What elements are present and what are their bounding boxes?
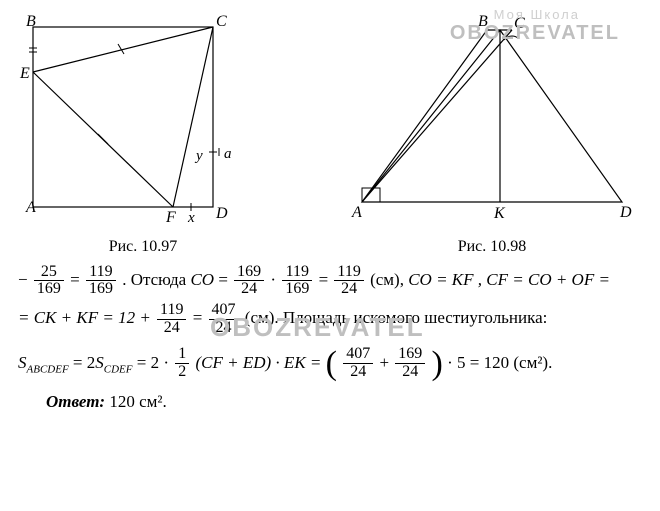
fig2-caption: Рис. 10.98 — [342, 236, 642, 258]
l2a: = CK + KF = 12 + — [18, 308, 155, 327]
answer-value: 120 см². — [109, 392, 166, 411]
text-line-2: = CK + KF = 12 + 11924 = 40724 (см). Пло… — [18, 302, 642, 337]
CO: CO — [190, 270, 214, 289]
fig2-svg: A B C D K — [342, 12, 642, 227]
frac-119-169: 119169 — [86, 264, 116, 299]
svg-text:B: B — [26, 13, 36, 30]
fig1-caption: Рис. 10.97 — [18, 236, 268, 258]
svg-text:F: F — [165, 209, 176, 226]
S2: S — [95, 353, 104, 372]
eq3: = — [193, 308, 207, 327]
unit: (см), — [370, 270, 408, 289]
text-line-3: SABCDEF = 2SCDEF = 2 · 12 (CF + ED) · EK… — [18, 341, 642, 387]
S1: S — [18, 353, 27, 372]
eq4: = 2 — [73, 353, 95, 372]
l3g: · 5 = 120 (см²). — [447, 353, 552, 372]
frac-half: 12 — [175, 346, 189, 381]
answer-line: Ответ: 120 см². — [46, 391, 642, 414]
fig1-svg: A B C D E F x y a — [18, 12, 268, 227]
svg-text:x: x — [187, 210, 195, 226]
svg-text:y: y — [194, 148, 203, 164]
rel: CO = KF , CF = CO + OF = — [408, 270, 610, 289]
l3d: = 2 · — [137, 353, 174, 372]
lparen: ( — [326, 345, 337, 382]
svg-text:C: C — [514, 15, 525, 32]
frac-169-24b: 16924 — [395, 346, 425, 381]
sub1: ABCDEF — [27, 363, 69, 375]
rparen: ) — [432, 345, 443, 382]
minus: − — [18, 270, 28, 289]
frac-119-24: 11924 — [334, 264, 363, 299]
eq2: = — [319, 270, 333, 289]
svg-text:K: K — [493, 205, 506, 222]
sub2: CDEF — [104, 363, 133, 375]
frac-25-169: 25169 — [34, 264, 64, 299]
figure-2: A B C D K Рис. 10.98 — [342, 12, 642, 258]
dot: · — [270, 270, 280, 289]
svg-text:B: B — [478, 13, 488, 30]
frac-119-169b: 119169 — [282, 264, 312, 299]
plus: + — [379, 353, 393, 372]
svg-text:D: D — [619, 204, 632, 221]
svg-text:a: a — [224, 146, 232, 162]
svg-text:A: A — [351, 204, 362, 221]
svg-text:D: D — [215, 205, 228, 222]
svg-text:C: C — [216, 13, 227, 30]
l3e: (CF + ED) · EK = — [196, 353, 326, 372]
frac-169-24: 16924 — [234, 264, 264, 299]
text-line-1: − 25169 = 119169 . Отсюда CO = 16924 · 1… — [18, 264, 642, 299]
figures-row: A B C D E F x y a Рис. 10.97 A B C D K Р… — [18, 12, 642, 258]
l2b: (см). Площадь искомого шестиугольника: — [245, 308, 548, 327]
frac-407-24b: 40724 — [343, 346, 373, 381]
frac-407-24: 40724 — [209, 302, 239, 337]
eq: = — [70, 270, 84, 289]
frac-119-24b: 11924 — [157, 302, 186, 337]
answer-label: Ответ: — [46, 392, 105, 411]
figure-1: A B C D E F x y a Рис. 10.97 — [18, 12, 268, 258]
txt: . Отсюда — [122, 270, 190, 289]
svg-text:E: E — [19, 65, 30, 82]
svg-text:A: A — [25, 199, 36, 216]
